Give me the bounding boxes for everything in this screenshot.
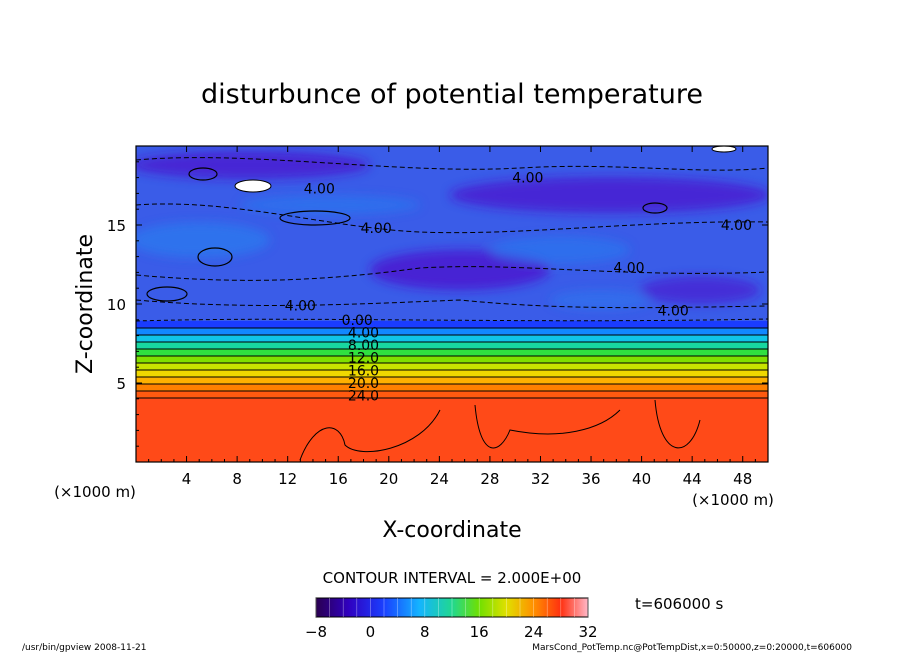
colorbar-tick-label: 32 — [578, 623, 597, 641]
colorbar-tick-label: 16 — [470, 623, 489, 641]
footer-left: /usr/bin/gpview 2008-11-21 — [22, 643, 146, 653]
chart-title: disturbunce of potential temperature — [201, 79, 703, 110]
stable-layer-bands — [136, 321, 768, 398]
upper-contours — [136, 157, 768, 309]
closed-contours — [146, 167, 668, 302]
contour-label: 4.00 — [512, 171, 543, 187]
footer-right: MarsCond_PotTemp.nc@PotTempDist,x=0:5000… — [532, 643, 852, 653]
y-axis-label: Z-coordinate — [73, 234, 98, 374]
x-axis-ticks: 4 8 12 16 20 24 28 32 36 40 44 48 — [148, 146, 756, 488]
x-tick-label: 16 — [329, 470, 348, 488]
colorbar-tick-label: 8 — [420, 623, 430, 641]
y-axis-ticks: 5 10 15 — [107, 161, 768, 447]
x-tick-label: 24 — [430, 470, 449, 488]
x-tick-label: 44 — [683, 470, 702, 488]
contour-label-layer: 0.004.008.0012.016.020.024.04.004.004.00… — [285, 171, 752, 405]
contour-label: 4.00 — [285, 299, 316, 315]
x-axis-label: X-coordinate — [382, 518, 521, 543]
colorbar-tick-label: 24 — [524, 623, 543, 641]
contour-lines — [136, 318, 768, 461]
contour-label: 4.00 — [348, 325, 379, 341]
contour-label: 16.0 — [348, 363, 379, 379]
contour-label: 4.00 — [361, 221, 392, 237]
contour-label: 20.0 — [348, 376, 379, 392]
colorbar-tick-label: 0 — [366, 623, 376, 641]
plot-area: 0.004.008.0012.016.020.024.04.004.004.00… — [136, 146, 768, 462]
y-tick-label: 10 — [107, 296, 126, 314]
time-label: t=606000 s — [635, 595, 723, 613]
x-tick-label: 28 — [480, 470, 499, 488]
x-tick-label: 40 — [632, 470, 651, 488]
upper-texture — [136, 151, 768, 310]
contour-label: 0.00 — [342, 313, 373, 329]
lower-warm-layer — [136, 398, 768, 462]
x-axis-unit-left: (×1000 m) — [54, 483, 136, 501]
white-patches — [234, 146, 737, 193]
contour-label: 8.00 — [348, 338, 379, 354]
x-tick-label: 12 — [278, 470, 297, 488]
contour-label: 4.00 — [721, 218, 752, 234]
contour-label: 12.0 — [348, 351, 379, 367]
contour-label: 24.0 — [348, 389, 379, 405]
colorbar-ticks: −8 0 8 16 24 32 — [305, 598, 598, 641]
colorbar-tick-label: −8 — [305, 623, 327, 641]
x-axis-unit-right: (×1000 m) — [692, 491, 774, 509]
x-tick-label: 32 — [531, 470, 550, 488]
y-tick-label: 5 — [116, 375, 126, 393]
contour-label: 4.00 — [613, 261, 644, 277]
x-tick-label: 20 — [379, 470, 398, 488]
x-tick-label: 36 — [581, 470, 600, 488]
contour-label: 4.00 — [658, 303, 689, 319]
x-tick-label: 8 — [232, 470, 242, 488]
contour-label: 4.00 — [304, 182, 335, 198]
y-tick-label: 15 — [107, 217, 126, 235]
x-tick-label: 48 — [733, 470, 752, 488]
x-tick-label: 4 — [182, 470, 192, 488]
contour-interval-text: CONTOUR INTERVAL = 2.000E+00 — [323, 569, 582, 587]
